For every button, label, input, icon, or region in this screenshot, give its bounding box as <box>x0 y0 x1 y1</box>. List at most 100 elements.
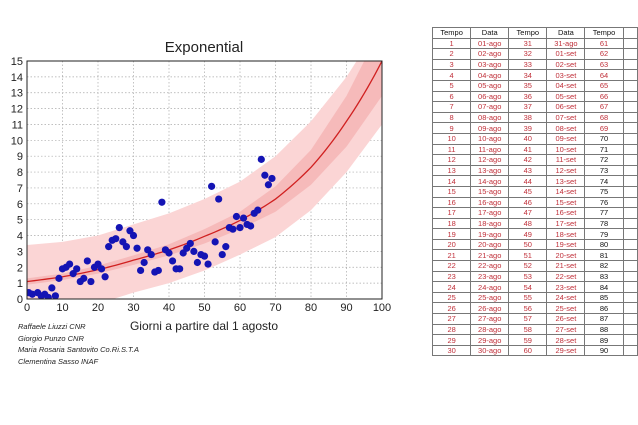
table-cell: 14-set <box>546 185 586 198</box>
table-cell: 20 <box>431 238 472 251</box>
table-cell: 18-set <box>546 228 586 240</box>
y-tick-label: 7 <box>17 183 23 195</box>
table-cell: 25-ago <box>470 291 510 304</box>
table-cell: 67 <box>584 101 624 113</box>
table-row: 9 09-ago 39 08-set 69 <box>431 122 638 134</box>
table-cell: 41 <box>508 143 548 156</box>
table-cell: 87 <box>584 313 624 325</box>
table-cell <box>622 344 638 357</box>
table-cell <box>622 48 638 60</box>
data-point <box>168 257 177 265</box>
table-cell: 46 <box>508 196 548 209</box>
table-cell: 29-set <box>546 344 586 357</box>
data-point <box>215 195 223 203</box>
table-cell: 02-ago <box>470 48 510 60</box>
data-point <box>73 265 81 273</box>
table-row: 17 17-ago 47 16-set 77 <box>431 207 638 219</box>
data-point <box>105 243 113 251</box>
table-cell: 90 <box>584 344 624 357</box>
data-point <box>261 171 269 179</box>
table-row: 18 18-ago 48 17-set 78 <box>431 217 638 230</box>
table-row: 4 04-ago 34 03-set 64 <box>431 69 638 81</box>
data-point <box>112 235 120 243</box>
table-cell: 23-set <box>546 281 586 293</box>
y-tick-label: 13 <box>11 88 23 100</box>
table-cell: 29-ago <box>470 334 510 346</box>
credit-line: Giorgio Punzo CNR <box>18 333 84 343</box>
table-cell: 57 <box>508 313 548 325</box>
table-cell: 77 <box>584 207 624 219</box>
data-point <box>176 265 184 273</box>
table-cell <box>622 58 638 71</box>
table-cell: 44 <box>508 175 548 187</box>
table-cell <box>622 270 638 283</box>
table-cell <box>622 334 638 346</box>
table-cell: 17-ago <box>470 207 510 219</box>
column-header: Data <box>546 27 586 39</box>
y-tick-label: 3 <box>17 246 23 258</box>
data-point <box>264 181 272 189</box>
table-cell: 05-set <box>546 90 586 103</box>
table-cell <box>622 196 638 209</box>
table-row: 30 30-ago 60 29-set 90 <box>431 344 638 357</box>
y-tick-label: 15 <box>11 56 23 68</box>
table-cell: 13-set <box>546 175 586 187</box>
table-cell: 38 <box>508 111 548 124</box>
table-cell: 10-ago <box>470 132 510 145</box>
table-cell: 52 <box>508 260 548 272</box>
table-cell: 28 <box>431 323 472 336</box>
table-cell: 82 <box>584 260 624 272</box>
table-cell <box>622 111 638 124</box>
table-cell: 12-set <box>546 164 586 177</box>
table-row: 16 16-ago 46 15-set 76 <box>431 196 638 209</box>
table-cell: 7 <box>431 101 472 113</box>
x-tick-label: 80 <box>305 302 317 314</box>
table-cell: 63 <box>584 58 624 71</box>
date-table: Tempo Data Tempo Data Tempo 1 01-ago 31 31-ago 6… <box>431 27 638 357</box>
table-cell: 51 <box>508 249 548 262</box>
table-cell: 25 <box>431 291 472 304</box>
table-cell: 15 <box>431 185 472 198</box>
table-cell: 22-set <box>546 270 586 283</box>
table-row: 21 21-ago 51 20-set 81 <box>431 249 638 262</box>
x-tick-label: 100 <box>373 302 391 314</box>
table-cell: 85 <box>584 291 624 304</box>
table-cell: 20-set <box>546 249 586 262</box>
y-tick-label: 8 <box>17 167 23 179</box>
data-point <box>122 243 130 251</box>
table-cell: 1 <box>431 37 472 50</box>
table-cell <box>622 323 638 336</box>
table-cell: 19-set <box>546 238 586 251</box>
table-row: 2 02-ago 32 01-set 62 <box>431 48 638 60</box>
data-point <box>133 244 141 252</box>
table-cell: 07-ago <box>470 101 510 113</box>
table-cell: 43 <box>508 164 548 177</box>
table-cell: 27 <box>431 313 472 325</box>
table-row: 26 26-ago 56 25-set 86 <box>431 302 638 315</box>
table-cell: 26-ago <box>470 302 510 315</box>
table-row: 8 08-ago 38 07-set 68 <box>431 111 638 124</box>
table-cell <box>622 69 638 81</box>
column-header: Tempo <box>584 27 624 39</box>
data-point <box>257 155 265 163</box>
table-cell: 89 <box>584 334 624 346</box>
table-cell: 22 <box>431 260 472 272</box>
data-point <box>44 293 52 299</box>
table-cell: 21-set <box>546 260 586 272</box>
table-row: 10 10-ago 40 09-set 70 <box>431 132 638 145</box>
table-cell: 76 <box>584 196 624 209</box>
table-cell: 06-set <box>546 101 586 113</box>
table-cell: 78 <box>584 217 624 230</box>
y-tick-label: 11 <box>12 119 23 131</box>
table-cell: 10 <box>431 132 472 145</box>
table-cell: 36 <box>508 90 548 103</box>
table-cell: 19-ago <box>470 228 510 240</box>
table-cell: 30-ago <box>470 344 510 357</box>
table-cell: 23 <box>431 270 472 283</box>
table-cell: 17 <box>431 207 472 219</box>
table-cell: 79 <box>584 228 624 240</box>
table-cell <box>622 154 638 166</box>
table-cell: 16-set <box>546 207 586 219</box>
table-cell: 84 <box>584 281 624 293</box>
table-cell: 28-set <box>546 334 586 346</box>
